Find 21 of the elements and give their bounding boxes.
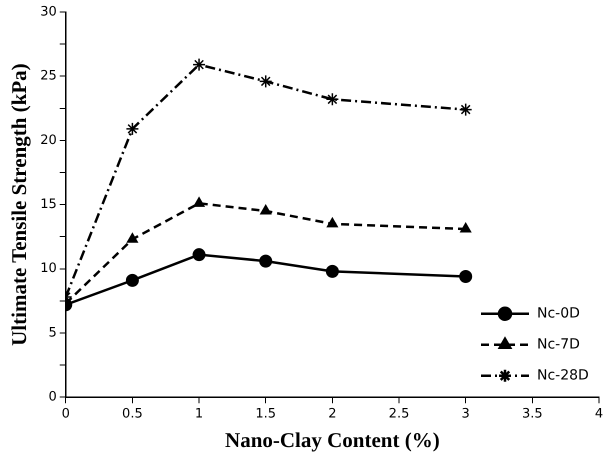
legend-label: Nc-0D: [537, 305, 580, 322]
x-axis-title: Nano-Clay Content (%): [225, 428, 440, 452]
x-tick-label: 0.5: [122, 406, 143, 422]
x-tick-label: 3.5: [522, 406, 543, 422]
y-tick-label: 15: [40, 196, 57, 212]
x-tick-label: 2: [328, 406, 337, 422]
x-tick-label: 2.5: [388, 406, 410, 422]
x-tick-label: 1.5: [255, 406, 276, 422]
y-axis-title: Ultimate Tensile Strength (kPa): [7, 63, 32, 346]
y-tick-label: 0: [48, 390, 57, 405]
legend-label: Nc-28D: [537, 367, 589, 384]
y-tick-label: 10: [40, 261, 57, 276]
y-tick-label: 30: [40, 4, 57, 20]
y-tick-label: 20: [40, 132, 57, 148]
x-tick-label: 1: [194, 406, 204, 422]
y-tick-label: 5: [48, 325, 57, 340]
x-tick-label: 4: [594, 406, 604, 422]
y-tick-label: 25: [40, 68, 57, 84]
x-tick-label: 3: [462, 406, 470, 422]
x-tick-label: 0: [62, 406, 70, 422]
legend-label: Nc-7D: [537, 336, 580, 352]
